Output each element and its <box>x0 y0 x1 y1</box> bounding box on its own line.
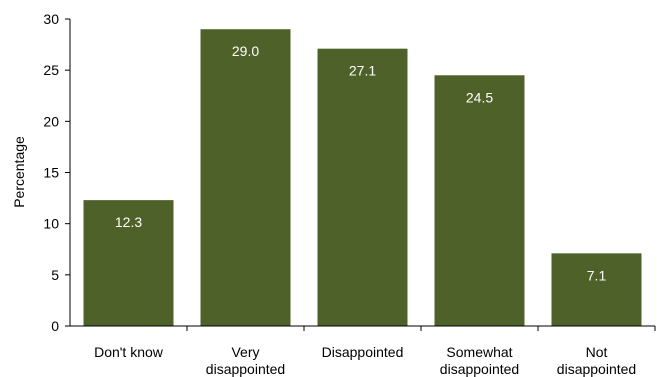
y-tick-label: 0 <box>51 318 59 334</box>
bar <box>434 75 525 327</box>
x-category-label: Somewhat disappointed <box>440 344 519 377</box>
x-category-label-line: Very <box>231 344 259 360</box>
bar <box>83 200 174 326</box>
bar-value-label: 29.0 <box>232 43 259 59</box>
y-tick-label: 25 <box>43 62 59 78</box>
x-category-label: Don't know <box>94 344 164 360</box>
bar-value-label: 24.5 <box>466 89 493 105</box>
x-category-label-line: Not <box>586 344 608 360</box>
y-axis: 0 5 10 15 20 25 30 <box>43 11 71 334</box>
y-axis-title: Percentage <box>11 136 27 208</box>
bars <box>83 29 642 327</box>
y-tick-label: 10 <box>43 216 59 232</box>
bar <box>551 253 642 326</box>
bar <box>200 29 291 326</box>
bar-value-label: 27.1 <box>349 63 376 79</box>
x-category-label: Very disappointed <box>206 344 285 377</box>
x-category-label-line: disappointed <box>206 361 285 377</box>
x-category-label-line: disappointed <box>440 361 519 377</box>
y-tick-label: 15 <box>43 165 59 181</box>
bar-value-label: 12.3 <box>115 214 142 230</box>
bar-value-label: 7.1 <box>587 267 607 283</box>
x-category-label: Not disappointed <box>557 344 636 377</box>
bar-value-labels: 12.3 29.0 27.1 24.5 7.1 <box>115 43 607 283</box>
x-category-label: Disappointed <box>322 344 404 360</box>
x-category-label-line: Disappointed <box>322 344 404 360</box>
bar <box>317 48 408 326</box>
y-tick-label: 20 <box>43 113 59 129</box>
x-category-label-line: Somewhat <box>446 344 512 360</box>
x-category-label-line: Don't know <box>94 344 164 360</box>
y-tick-label: 30 <box>43 11 59 27</box>
y-tick-label: 5 <box>51 267 59 283</box>
x-category-label-line: disappointed <box>557 361 636 377</box>
